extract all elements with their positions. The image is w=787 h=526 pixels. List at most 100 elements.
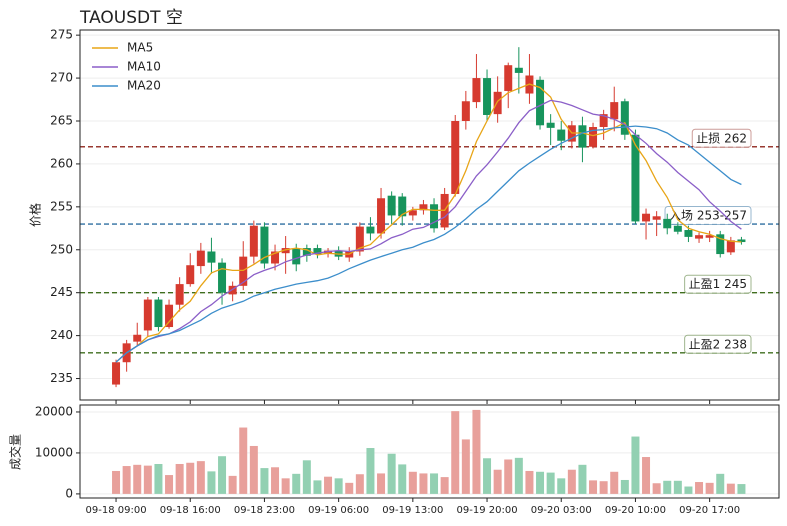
candle-body — [726, 240, 735, 253]
x-tick-label: 09-19 20:00 — [457, 505, 518, 516]
volume-bar — [461, 439, 470, 494]
volume-bar — [472, 409, 481, 494]
candle-body — [302, 248, 311, 256]
candle-body — [260, 226, 269, 264]
candle-body — [599, 114, 608, 128]
x-tick-label: 09-20 17:00 — [679, 505, 740, 516]
candle-body — [377, 198, 386, 234]
ma-line — [115, 83, 742, 363]
volume-bar — [324, 476, 333, 494]
volume-bar — [419, 473, 428, 494]
candle-body — [196, 250, 205, 267]
volume-bar — [631, 436, 640, 494]
candle-body — [355, 226, 364, 252]
panel-frame — [79, 29, 780, 401]
candle-body — [419, 204, 428, 211]
y-tick-label: 260 — [50, 156, 73, 170]
candle-body — [218, 262, 227, 293]
volume-bar — [483, 458, 492, 494]
volume-bar — [281, 478, 290, 494]
y-tick-label: 235 — [50, 371, 73, 385]
candle-body — [514, 67, 523, 73]
volume-bar — [620, 479, 629, 494]
candle-body — [186, 265, 195, 285]
volume-bar — [154, 463, 163, 494]
x-tick-label: 09-18 23:00 — [234, 505, 295, 516]
y-tick-label: 255 — [50, 199, 73, 213]
volume-bar — [398, 464, 407, 494]
candle-body — [154, 299, 163, 328]
volume-bar — [536, 471, 545, 494]
ma-line — [115, 125, 742, 363]
x-tick-label: 09-20 10:00 — [605, 505, 666, 516]
volume-bar — [430, 473, 439, 494]
volume-bar — [504, 459, 513, 494]
candle-body — [620, 101, 629, 135]
candle-body — [408, 210, 417, 216]
volume-bar — [165, 475, 174, 494]
volume-bar — [345, 482, 354, 494]
volume-bar — [143, 465, 152, 494]
volume-bar — [673, 480, 682, 494]
level-label: 止盈1 245 — [689, 277, 747, 291]
candle-body — [705, 235, 714, 238]
volume-bar — [610, 471, 619, 494]
chart-title: TAOUSDT 空 — [79, 8, 183, 28]
candle-body — [165, 304, 174, 328]
volume-bar — [196, 461, 205, 494]
volume-bar — [567, 469, 576, 494]
volume-bar — [366, 448, 375, 494]
volume-bar — [514, 457, 523, 494]
volume-bar — [260, 468, 269, 494]
volume-bar — [451, 411, 460, 494]
level-label: 入场 253-257 — [669, 209, 747, 223]
candle-body — [684, 230, 693, 237]
candle-body — [631, 134, 640, 222]
y-tick-label: 250 — [50, 242, 73, 256]
candle-body — [493, 91, 502, 115]
x-tick-label: 09-18 09:00 — [86, 505, 147, 516]
candle-body — [228, 285, 237, 295]
volume-bar — [599, 481, 608, 494]
volume-bar — [578, 464, 587, 494]
volume-bar — [726, 483, 735, 494]
candle-body — [716, 234, 725, 255]
x-tick-label: 09-19 13:00 — [382, 505, 443, 516]
volume-bar — [705, 482, 714, 494]
volume-bar — [228, 475, 237, 494]
volume-bar — [133, 464, 142, 494]
candle-body — [472, 78, 481, 103]
candle-body — [504, 65, 513, 91]
volume-bar — [408, 471, 417, 494]
volume-bar — [546, 472, 555, 494]
level-label-box — [691, 128, 752, 148]
candle-body — [589, 127, 598, 147]
level-label: 止盈2 238 — [689, 337, 747, 351]
candle-body — [249, 225, 258, 257]
level-label-box — [684, 274, 752, 294]
candle-body — [642, 213, 651, 222]
candle-body — [398, 196, 407, 217]
volume-bar — [302, 460, 311, 494]
volume-bar — [716, 473, 725, 494]
volume-bar — [663, 480, 672, 494]
y-tick-label: 265 — [50, 113, 73, 127]
volume-bar — [313, 480, 322, 494]
volume-bar — [207, 471, 216, 494]
x-tick-label: 09-18 16:00 — [160, 505, 221, 516]
volume-bar — [695, 482, 704, 494]
y-tick-label: 10000 — [35, 445, 73, 459]
candle-body — [430, 204, 439, 229]
candle-body — [578, 125, 587, 148]
candle-body — [387, 195, 396, 216]
candle-body — [143, 299, 152, 331]
volume-bar — [377, 473, 386, 494]
ma-line — [115, 99, 742, 363]
y-tick-label: 240 — [50, 328, 73, 342]
panel-frame — [79, 404, 780, 499]
level-label: 止损 262 — [696, 131, 747, 145]
volume-bar — [557, 478, 566, 494]
volume-bar — [493, 469, 502, 494]
y-tick-label: 20000 — [35, 404, 73, 418]
